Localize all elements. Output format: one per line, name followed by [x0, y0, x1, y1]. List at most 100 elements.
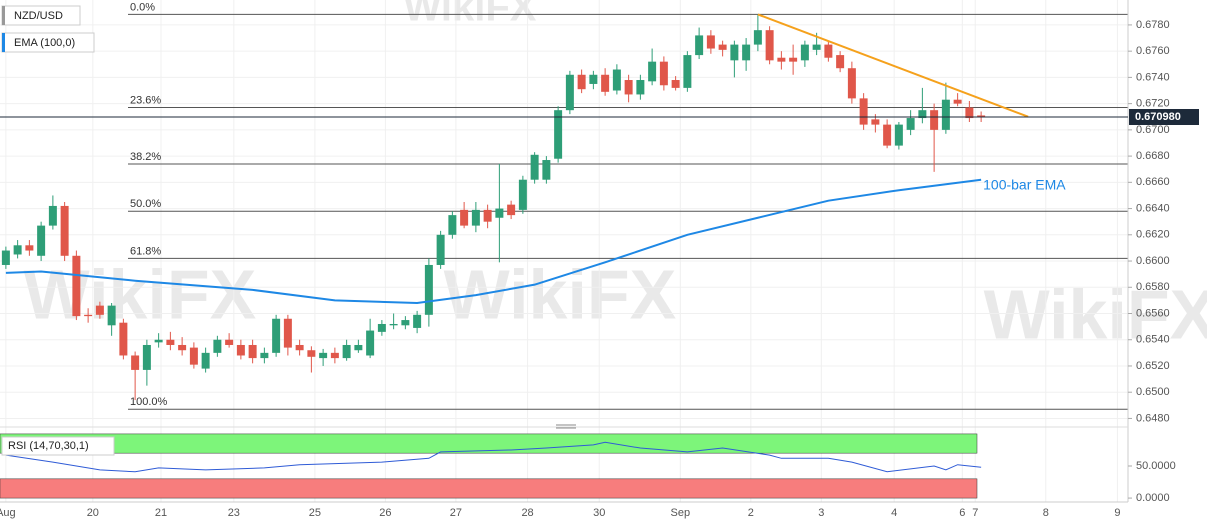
- candle-body: [930, 110, 939, 130]
- candle-body: [25, 245, 34, 251]
- x-tick-label: 28: [521, 507, 533, 519]
- candle-body: [366, 330, 375, 356]
- candle-body: [648, 61, 657, 82]
- legend-rsi: RSI (14,70,30,1): [1, 436, 115, 456]
- y-tick-label: 0.6660: [1136, 176, 1170, 188]
- candle-body: [977, 115, 986, 117]
- candle-body: [589, 74, 598, 84]
- candle-body: [918, 110, 927, 119]
- candle-body: [283, 318, 292, 348]
- candle-body: [1, 250, 10, 265]
- candle-body: [225, 339, 234, 345]
- candle-body: [730, 44, 739, 61]
- legend-ema: EMA (100,0): [1, 32, 95, 53]
- x-tick-label: 7: [972, 507, 978, 519]
- candle-body: [624, 80, 633, 95]
- candle-body: [330, 352, 339, 359]
- candle-body: [906, 118, 915, 130]
- y-tick-label: 0.6640: [1136, 202, 1170, 214]
- ema-annotation: 100-bar EMA: [983, 176, 1066, 192]
- y-tick-label: 0.6560: [1136, 307, 1170, 319]
- candle-body: [424, 264, 433, 315]
- y-tick-label: 0.6680: [1136, 150, 1170, 162]
- candle-body: [847, 68, 856, 99]
- x-tick-label: Aug: [0, 507, 16, 519]
- y-tick-label: 0.6600: [1136, 255, 1170, 267]
- candle-body: [72, 255, 81, 317]
- candle-body: [260, 352, 269, 359]
- watermark: WikiFX: [984, 275, 1207, 353]
- candle-body: [60, 205, 69, 256]
- candle-body: [107, 305, 116, 326]
- candle-body: [248, 344, 257, 359]
- candle-body: [953, 99, 962, 104]
- candle-body: [84, 314, 93, 317]
- y-tick-label: 0.6480: [1136, 412, 1170, 424]
- candle-body: [753, 30, 762, 45]
- candle-body: [236, 344, 245, 356]
- y-tick-label: 0.6780: [1136, 19, 1170, 31]
- fib-label: 50.0%: [130, 198, 161, 210]
- separator-handle[interactable]: [556, 424, 576, 429]
- candle-body: [789, 57, 798, 62]
- y-tick-label: 0.6580: [1136, 281, 1170, 293]
- last-price-label: 0.670980: [1135, 111, 1181, 123]
- candle-body: [119, 322, 128, 356]
- candle-body: [565, 74, 574, 111]
- fib-label: 0.0%: [130, 1, 155, 13]
- x-tick-label: 20: [87, 507, 99, 519]
- x-tick-label: 21: [155, 507, 167, 519]
- candle-body: [941, 99, 950, 130]
- candle-body: [48, 205, 57, 226]
- rsi-line: [5, 441, 982, 473]
- candle-body: [706, 35, 715, 49]
- y-tick-label: 0.6720: [1136, 98, 1170, 110]
- legend-marker: [2, 33, 5, 52]
- candle-body: [131, 355, 140, 370]
- candle-body: [859, 98, 868, 125]
- x-tick-label: 6: [959, 507, 965, 519]
- x-tick-label: 27: [450, 507, 462, 519]
- candle-body: [495, 208, 504, 218]
- candle-body: [742, 44, 751, 61]
- candle-body: [683, 55, 692, 88]
- candle-body: [636, 80, 645, 95]
- candle-body: [178, 344, 187, 351]
- candle-body: [612, 69, 621, 91]
- candle-body: [965, 107, 974, 119]
- candle-body: [894, 124, 903, 146]
- candle-body: [95, 305, 104, 315]
- candle-body: [554, 110, 563, 159]
- candle-body: [530, 154, 539, 180]
- y-tick-label: 50.0000: [1136, 460, 1176, 472]
- fib-label: 61.8%: [130, 245, 161, 257]
- x-tick-label: 9: [1114, 507, 1120, 519]
- candle-body: [401, 320, 410, 326]
- candle-body: [448, 215, 457, 235]
- candle-body: [471, 209, 480, 226]
- y-tick-label: 0.6540: [1136, 334, 1170, 346]
- x-tick-label: 26: [379, 507, 391, 519]
- y-tick-label: 0.6500: [1136, 386, 1170, 398]
- y-tick-label: 0.6700: [1136, 124, 1170, 136]
- candle-body: [37, 225, 46, 256]
- candle-body: [189, 347, 198, 365]
- candle-body: [883, 124, 892, 146]
- candle-body: [154, 339, 163, 343]
- candle-body: [13, 245, 22, 255]
- candle-body: [518, 179, 527, 210]
- candle-body: [507, 204, 516, 216]
- rsi-band: [0, 478, 978, 499]
- y-tick-label: 0.0000: [1136, 492, 1170, 504]
- candle-body: [201, 352, 210, 369]
- y-tick-label: 0.6620: [1136, 229, 1170, 241]
- candle-body: [824, 44, 833, 58]
- candle-body: [577, 74, 586, 90]
- watermark: WikiFX: [24, 255, 257, 333]
- x-tick-label: 2: [748, 507, 754, 519]
- candle-body: [436, 234, 445, 265]
- candle-body: [213, 339, 222, 353]
- x-tick-label: 4: [891, 507, 897, 519]
- candle-body: [659, 61, 668, 86]
- fib-label: 38.2%: [130, 151, 161, 163]
